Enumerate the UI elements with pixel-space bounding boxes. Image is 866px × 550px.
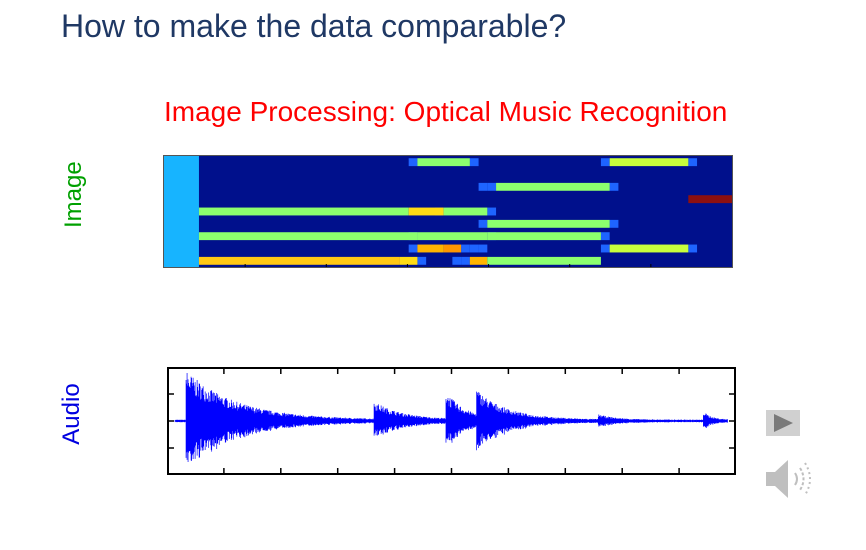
- roll-halo-cell: [469, 244, 479, 253]
- roll-note: [408, 207, 444, 216]
- roll-halo-cell: [478, 244, 488, 253]
- play-icon: [774, 414, 793, 432]
- roll-note: [688, 195, 732, 204]
- roll-lead-block: [164, 156, 199, 267]
- roll-note: [198, 256, 400, 265]
- audio-waveform: [167, 367, 736, 475]
- roll-note: [417, 232, 488, 241]
- roll-halo-cell: [408, 244, 418, 253]
- section-subtitle: Image Processing: Optical Music Recognit…: [164, 96, 728, 127]
- roll-halo-cell: [417, 256, 427, 265]
- roll-note: [469, 256, 488, 265]
- roll-halo-cell: [600, 232, 610, 241]
- slide-title: How to make the data comparable?: [61, 8, 567, 44]
- roll-halo-cell: [478, 219, 488, 228]
- roll-halo-cell: [478, 182, 488, 191]
- roll-note: [487, 256, 601, 265]
- roll-note: [417, 244, 444, 253]
- roll-halo-cell: [609, 182, 619, 191]
- roll-halo-cell: [688, 158, 698, 167]
- roll-halo-cell: [408, 158, 418, 167]
- roll-halo-cell: [461, 244, 470, 253]
- roll-note: [487, 232, 601, 241]
- play-button[interactable]: [766, 410, 800, 436]
- roll-halo-cell: [487, 182, 497, 191]
- roll-halo-cell: [452, 256, 462, 265]
- roll-note: [609, 158, 689, 167]
- roll-halo-cell: [461, 256, 470, 265]
- roll-halo-cell: [487, 207, 497, 216]
- roll-halo-cell: [600, 158, 610, 167]
- roll-note: [198, 207, 409, 216]
- audio-axis-label: Audio: [58, 383, 85, 445]
- roll-halo-cell: [469, 158, 479, 167]
- roll-note: [198, 232, 418, 241]
- roll-note: [417, 158, 470, 167]
- roll-halo-cell: [688, 244, 698, 253]
- image-axis-label: Image: [60, 161, 87, 228]
- roll-note: [496, 182, 610, 191]
- roll-note: [399, 256, 418, 265]
- roll-note: [609, 244, 689, 253]
- roll-halo-cell: [609, 219, 619, 228]
- waveform-signal: [174, 373, 728, 463]
- speaker-icon[interactable]: [762, 455, 820, 503]
- roll-note: [443, 244, 462, 253]
- roll-note: [487, 219, 610, 228]
- roll-halo-cell: [600, 244, 610, 253]
- roll-note: [443, 207, 488, 216]
- piano-roll-image: [163, 155, 733, 268]
